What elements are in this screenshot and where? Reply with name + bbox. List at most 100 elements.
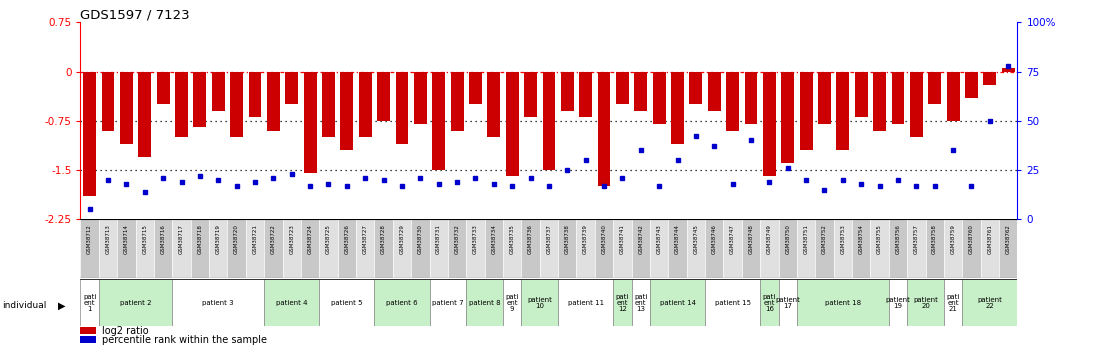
Text: GSM38725: GSM38725 bbox=[326, 224, 331, 254]
Text: GSM38735: GSM38735 bbox=[510, 224, 514, 254]
Text: patient 4: patient 4 bbox=[276, 300, 307, 306]
Text: patient
22: patient 22 bbox=[977, 297, 1002, 309]
Text: GSM38753: GSM38753 bbox=[841, 224, 845, 254]
Text: GSM38744: GSM38744 bbox=[675, 224, 680, 254]
Bar bbox=[191, 219, 209, 278]
Text: GSM38761: GSM38761 bbox=[987, 224, 993, 254]
Text: GSM38736: GSM38736 bbox=[528, 224, 533, 254]
Bar bbox=[727, 71, 739, 130]
Bar bbox=[818, 71, 831, 124]
Bar bbox=[211, 71, 225, 111]
Bar bbox=[139, 71, 151, 157]
Text: GSM38729: GSM38729 bbox=[399, 224, 405, 254]
Bar bbox=[632, 279, 650, 326]
Text: GSM38750: GSM38750 bbox=[785, 224, 790, 254]
Bar bbox=[855, 71, 868, 117]
Bar bbox=[157, 71, 170, 104]
Bar bbox=[910, 71, 922, 137]
Bar bbox=[653, 71, 665, 124]
Text: GSM38717: GSM38717 bbox=[179, 224, 184, 254]
Text: GSM38727: GSM38727 bbox=[362, 224, 368, 254]
Bar bbox=[505, 71, 519, 177]
Bar bbox=[614, 219, 632, 278]
Text: patient 5: patient 5 bbox=[331, 300, 362, 306]
Bar bbox=[671, 71, 684, 144]
Text: patient
10: patient 10 bbox=[528, 297, 552, 309]
Bar bbox=[650, 219, 669, 278]
Text: GSM38715: GSM38715 bbox=[142, 224, 148, 254]
Bar bbox=[616, 71, 628, 104]
Text: GSM38723: GSM38723 bbox=[290, 224, 294, 254]
Bar bbox=[484, 219, 503, 278]
Bar bbox=[356, 219, 375, 278]
Bar bbox=[283, 219, 301, 278]
Text: GSM38741: GSM38741 bbox=[619, 224, 625, 254]
Bar bbox=[246, 219, 264, 278]
Text: GSM38759: GSM38759 bbox=[950, 224, 956, 254]
Text: pati
ent
21: pati ent 21 bbox=[947, 294, 959, 312]
Bar bbox=[834, 219, 852, 278]
Bar bbox=[561, 71, 574, 111]
Bar bbox=[338, 219, 356, 278]
Bar bbox=[341, 71, 353, 150]
Bar bbox=[760, 219, 778, 278]
Bar bbox=[375, 219, 392, 278]
Bar bbox=[944, 219, 963, 278]
Text: patient
17: patient 17 bbox=[775, 297, 800, 309]
Text: GSM38746: GSM38746 bbox=[712, 224, 717, 254]
Bar bbox=[705, 279, 760, 326]
Bar bbox=[264, 279, 320, 326]
Text: GSM38762: GSM38762 bbox=[1006, 224, 1011, 254]
Text: patient 2: patient 2 bbox=[120, 300, 151, 306]
Bar bbox=[451, 71, 464, 130]
Text: GSM38733: GSM38733 bbox=[473, 224, 479, 254]
Bar bbox=[304, 71, 316, 173]
Text: GSM38714: GSM38714 bbox=[124, 224, 129, 254]
Bar bbox=[965, 71, 978, 98]
Text: patient
19: patient 19 bbox=[885, 297, 910, 309]
Bar bbox=[154, 219, 172, 278]
Text: GSM38748: GSM38748 bbox=[749, 224, 754, 254]
Bar bbox=[466, 279, 503, 326]
Bar bbox=[944, 279, 963, 326]
Text: individual: individual bbox=[2, 301, 47, 310]
Bar bbox=[690, 71, 702, 104]
Text: patient 18: patient 18 bbox=[825, 300, 861, 306]
Bar bbox=[448, 219, 466, 278]
Bar bbox=[83, 71, 96, 196]
Text: GSM38758: GSM38758 bbox=[932, 224, 937, 254]
Bar bbox=[359, 71, 371, 137]
Bar bbox=[984, 71, 996, 85]
Bar bbox=[963, 279, 1017, 326]
Text: pati
ent
12: pati ent 12 bbox=[616, 294, 629, 312]
Text: pati
ent
16: pati ent 16 bbox=[762, 294, 776, 312]
Text: GSM38743: GSM38743 bbox=[656, 224, 662, 254]
Bar bbox=[120, 71, 133, 144]
Bar bbox=[80, 279, 98, 326]
Text: GSM38713: GSM38713 bbox=[105, 224, 111, 254]
Bar bbox=[542, 71, 556, 170]
Text: GSM38738: GSM38738 bbox=[565, 224, 570, 254]
Bar bbox=[521, 219, 540, 278]
Text: GSM38724: GSM38724 bbox=[307, 224, 313, 254]
Text: GSM38756: GSM38756 bbox=[896, 224, 900, 254]
Text: GSM38747: GSM38747 bbox=[730, 224, 736, 254]
Bar bbox=[907, 219, 926, 278]
Bar bbox=[98, 219, 117, 278]
Bar bbox=[172, 279, 264, 326]
Bar bbox=[322, 71, 335, 137]
Bar bbox=[230, 71, 243, 137]
Bar bbox=[267, 71, 280, 130]
Text: GSM38739: GSM38739 bbox=[584, 224, 588, 254]
Text: GDS1597 / 7123: GDS1597 / 7123 bbox=[80, 8, 190, 21]
Text: patient 14: patient 14 bbox=[660, 300, 695, 306]
Bar bbox=[889, 279, 907, 326]
Text: GSM38740: GSM38740 bbox=[601, 224, 607, 254]
Bar bbox=[377, 71, 390, 121]
Text: patient 7: patient 7 bbox=[432, 300, 464, 306]
Bar bbox=[797, 219, 815, 278]
Bar bbox=[742, 219, 760, 278]
Bar bbox=[392, 219, 411, 278]
Bar bbox=[503, 219, 521, 278]
Bar bbox=[117, 219, 135, 278]
